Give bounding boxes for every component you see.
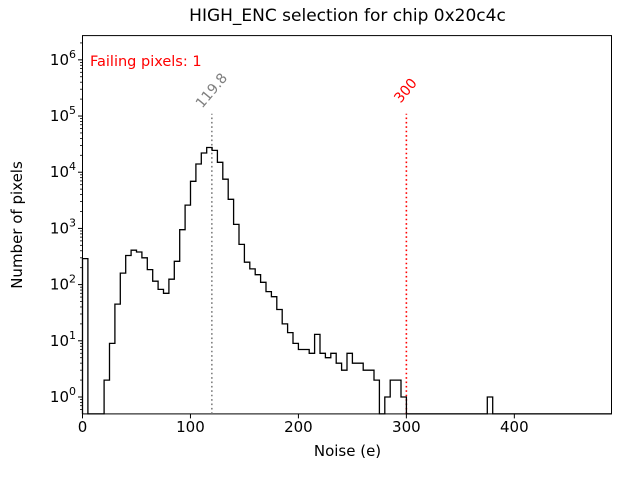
y-tick-label: 103 [50, 216, 76, 237]
axes-frame [82, 35, 612, 415]
failing-pixels-annotation: Failing pixels: 1 [90, 54, 202, 70]
y-tick-label: 100 [50, 385, 76, 406]
y-tick-label: 104 [50, 160, 76, 181]
y-tick-label: 106 [50, 48, 76, 69]
y-tick-label: 105 [50, 104, 76, 125]
chart-title: HIGH_ENC selection for chip 0x20c4c [189, 6, 506, 26]
y-tick-label: 102 [50, 273, 76, 294]
x-tick-label: 300 [392, 418, 421, 436]
y-axis-title: Number of pixels [8, 161, 26, 289]
histogram-line [81, 146, 612, 415]
x-tick-label: 0 [78, 418, 88, 436]
y-tick-label: 101 [50, 329, 76, 350]
x-tick-label: 100 [176, 418, 205, 436]
x-tick-label: 200 [284, 418, 313, 436]
x-tick-label: 400 [500, 418, 529, 436]
x-axis-title: Noise (e) [313, 442, 382, 460]
